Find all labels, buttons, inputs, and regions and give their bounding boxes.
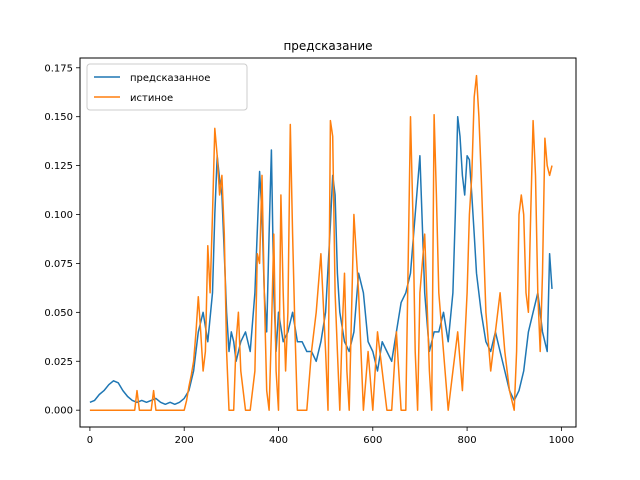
y-axis: 0.000 0.025 0.050 0.075 0.100 0.125 0.150 0.175 <box>44 63 80 417</box>
plot-frame <box>79 57 577 428</box>
y-tick-label: 0.050 <box>44 308 73 319</box>
x-tick-label: 0 <box>87 435 93 446</box>
legend-label-2: истиное <box>130 93 173 104</box>
y-tick-label: 0.000 <box>44 406 73 417</box>
x-tick-label: 1000 <box>549 435 574 446</box>
y-tick-label: 0.075 <box>44 259 73 270</box>
series-layer <box>89 74 553 411</box>
y-tick-label: 0.150 <box>44 112 73 123</box>
y-tick-label: 0.025 <box>44 357 73 368</box>
y-tick-label: 0.125 <box>44 161 73 172</box>
legend-label-1: предсказанное <box>130 73 210 84</box>
chart-title: предсказание <box>283 39 372 53</box>
series-line-2 <box>89 74 553 411</box>
x-tick-label: 800 <box>458 435 477 446</box>
x-tick-label: 400 <box>269 435 288 446</box>
x-tick-label: 200 <box>175 435 194 446</box>
legend: предсказанное истиное <box>86 63 248 111</box>
legend-box <box>86 63 248 111</box>
x-axis: 0 200 400 600 800 1000 <box>87 427 574 446</box>
y-tick-label: 0.175 <box>44 63 73 74</box>
x-tick-label: 600 <box>363 435 382 446</box>
y-tick-label: 0.100 <box>44 210 73 221</box>
